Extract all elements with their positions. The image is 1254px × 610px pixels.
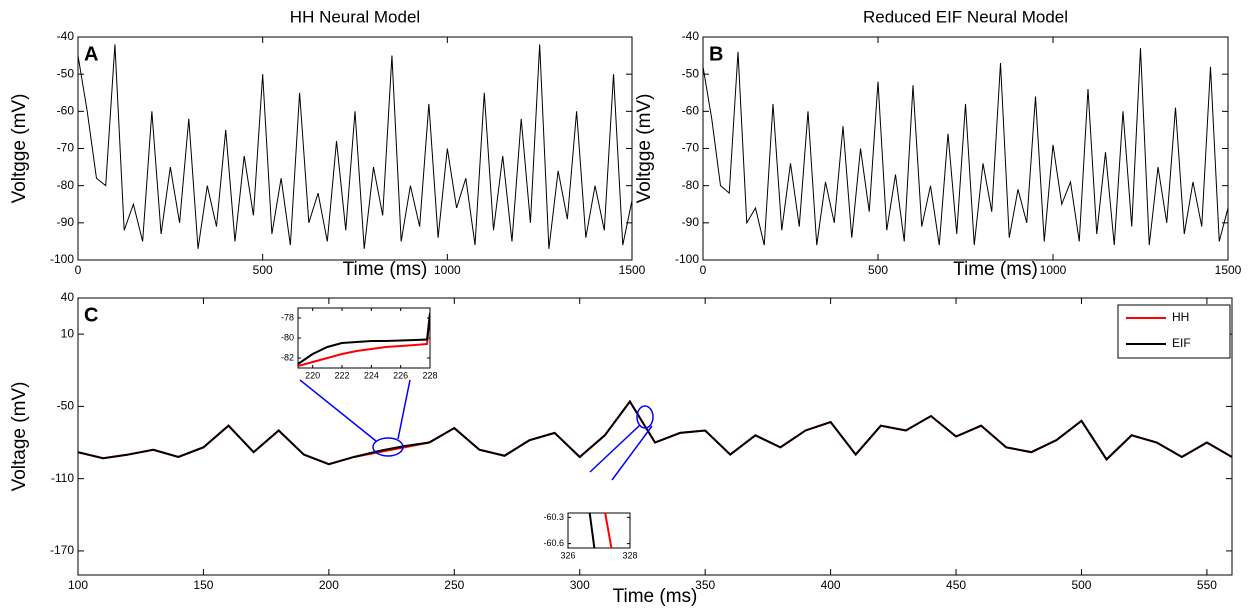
zoom-ellipse <box>372 437 404 457</box>
chart-panel: 326 328 -60.6 -60.3 <box>543 512 637 561</box>
chart-panel: 0 500 1000 1500 -100 -90 -80 -70 -60 -50 -40 Reduce… <box>634 7 1242 280</box>
x-axis-label: Time (ms) <box>953 259 1038 280</box>
y-tick-label: -90 <box>682 215 700 229</box>
x-tick-label: 200 <box>319 578 339 592</box>
x-tick-label: 0 <box>75 263 82 277</box>
plot-area <box>77 36 633 261</box>
plot-area <box>702 36 1229 261</box>
x-tick-label: 220 <box>305 370 320 380</box>
data-line <box>604 513 613 548</box>
y-tick-label: 40 <box>61 290 75 304</box>
x-tick-label: 1000 <box>434 263 461 277</box>
plot-area <box>77 297 1233 576</box>
y-tick-label: -50 <box>57 66 75 80</box>
data-line <box>78 44 632 249</box>
legend-label: HH <box>1172 310 1189 324</box>
y-tick-label: -100 <box>50 252 74 266</box>
x-tick-label: 400 <box>821 578 841 592</box>
zoom-annotations <box>299 379 654 481</box>
y-tick-label: -60 <box>682 104 700 118</box>
x-tick-label: 150 <box>193 578 213 592</box>
y-tick-label: -60 <box>57 104 75 118</box>
y-tick-label: -82 <box>281 352 294 362</box>
plot-lines <box>298 312 430 367</box>
data-line <box>298 312 430 365</box>
panel-label: C <box>84 304 98 326</box>
data-line <box>78 399 1232 466</box>
y-tick-label: -80 <box>57 178 75 192</box>
x-tick-label: 500 <box>868 263 888 277</box>
x-tick-label: 226 <box>393 370 408 380</box>
x-tick-label: 550 <box>1197 578 1217 592</box>
x-tick-label: 250 <box>444 578 464 592</box>
y-tick-label: -50 <box>57 399 75 413</box>
legend-box <box>1117 304 1231 359</box>
x-tick-label: 328 <box>622 550 637 560</box>
plot-lines <box>588 513 613 548</box>
y-axis-label: Voltgge (mV) <box>634 94 655 204</box>
x-tick-label: 450 <box>946 578 966 592</box>
y-axis-label: Voltage (mV) <box>9 382 30 492</box>
x-tick-label: 500 <box>1071 578 1091 592</box>
chart-panel: 100 150 200 250 300 350 400 450 500 550 -170 -110 -5… <box>9 290 1233 607</box>
x-tick-label: 300 <box>570 578 590 592</box>
y-tick-label: -60.3 <box>543 512 564 522</box>
y-tick-label: -100 <box>675 252 699 266</box>
x-tick-label: 1500 <box>619 263 646 277</box>
plot-lines <box>78 44 632 249</box>
y-tick-label: -110 <box>51 471 74 485</box>
x-tick-label: 1500 <box>1215 263 1242 277</box>
x-tick-label: 350 <box>695 578 715 592</box>
y-tick-label: -40 <box>57 29 75 43</box>
y-tick-label: -78 <box>281 312 294 322</box>
panel-label: A <box>84 43 98 65</box>
y-tick-label: -70 <box>57 141 75 155</box>
plot-area <box>567 512 631 549</box>
zoom-ellipse <box>636 405 654 429</box>
data-line <box>588 513 596 548</box>
data-line <box>703 48 1228 246</box>
zoom-connector <box>589 424 641 473</box>
legend-label: EIF <box>1172 336 1191 350</box>
chart-panel: 220 222 224 226 228 -82 -80 -78 <box>281 307 438 380</box>
x-tick-label: 228 <box>422 370 437 380</box>
x-tick-label: 500 <box>253 263 273 277</box>
plot-area <box>297 307 431 369</box>
y-tick-label: -80 <box>281 332 294 342</box>
zoom-connector <box>397 379 411 440</box>
x-tick-label: 224 <box>364 370 379 380</box>
y-tick-label: -80 <box>682 178 700 192</box>
x-tick-label: 222 <box>334 370 349 380</box>
y-tick-label: -90 <box>57 215 75 229</box>
y-tick-label: 10 <box>61 326 75 340</box>
y-tick-label: -70 <box>682 141 700 155</box>
plot-lines <box>703 48 1228 246</box>
zoom-connector <box>299 379 377 442</box>
x-axis-label: Time (ms) <box>613 586 698 607</box>
y-tick-label: -60.6 <box>543 538 564 548</box>
chart-title: HH Neural Model <box>290 7 420 26</box>
x-tick-label: 100 <box>68 578 88 592</box>
y-tick-label: -50 <box>682 66 700 80</box>
chart-panel: 0 500 1000 1500 -100 -90 -80 -70 -60 -50 -40 HH Neu… <box>9 7 646 280</box>
x-tick-label: 0 <box>700 263 707 277</box>
chart-title: Reduced EIF Neural Model <box>863 7 1068 26</box>
x-axis-label: Time (ms) <box>343 259 428 280</box>
x-tick-label: 1000 <box>1040 263 1067 277</box>
y-tick-label: -40 <box>682 29 700 43</box>
plot-lines <box>78 399 1232 466</box>
data-line <box>298 312 430 367</box>
panel-label: B <box>709 43 723 65</box>
zoom-connector <box>611 425 653 481</box>
y-axis-label: Voltgge (mV) <box>9 94 30 204</box>
x-tick-label: 326 <box>560 550 575 560</box>
y-tick-label: -170 <box>50 543 74 557</box>
